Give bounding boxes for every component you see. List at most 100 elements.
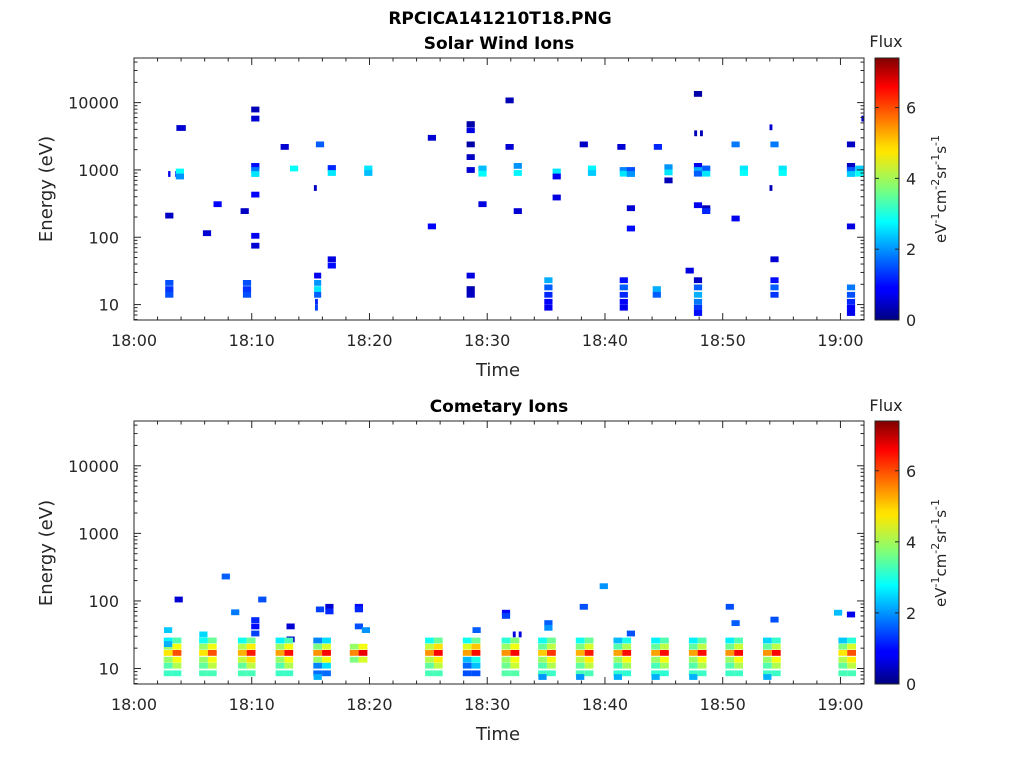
flux-cell [174,596,183,603]
flux-cell [838,637,848,644]
x-tick-label: 18:30 [464,695,510,714]
flux-cell [651,643,660,650]
flux-cell [471,637,481,644]
colorbar-label-exp4: -1 [929,135,942,146]
flux-cell [176,125,186,131]
colorbar-label: eV-1cm-2sr-1s-1 [929,135,950,243]
flux-cell [575,643,585,650]
flux-cell [242,291,252,298]
flux-cell [290,165,299,172]
flux-cell [175,168,184,175]
flux-cell [770,291,779,298]
flux-cell [619,277,628,284]
flux-cell [322,656,331,663]
flux-cell [313,650,323,656]
x-tick-label: 18:50 [700,331,746,350]
flux-cell [175,173,184,180]
x-tick-label: 18:00 [111,331,157,350]
flux-cell [693,291,703,298]
flux-cell [471,670,481,677]
flux-cell [770,616,779,623]
flux-cell [538,643,547,650]
flux-cell [547,643,556,650]
flux-cell [510,670,520,677]
flux-cell [547,662,556,669]
x-tick-label: 18:10 [229,695,275,714]
flux-cell [164,641,173,647]
flux-cell [313,674,322,680]
flux-cell [251,623,260,630]
flux-cell [653,144,662,150]
flux-cell [763,650,772,656]
flux-cell [327,170,336,176]
flux-cell [579,141,588,148]
flux-cell [284,637,294,644]
colorbar-ticks: 0 2 4 6 [875,99,916,330]
flux-cell [651,670,660,677]
flux-cell [693,298,703,305]
colorbar [874,57,900,321]
y-tick-label: 10 [99,660,119,679]
flux-cell [855,165,864,172]
flux-cell [510,656,520,663]
flux-cell [237,643,247,650]
flux-cell [619,291,628,298]
flux-cell [725,650,735,656]
colorbar-label-exp3: -1 [929,154,942,165]
flux-cell [165,280,174,286]
colorbar-title: Flux [869,396,902,415]
flux-cell [651,674,660,680]
flux-cell [313,185,317,191]
flux-cell [769,124,773,131]
flux-cell [584,662,594,669]
flux-cell [771,656,781,663]
flux-cell [544,284,553,291]
flux-cell [693,304,703,311]
colorbar-tick-label: 0 [906,311,916,330]
flux-cell [544,277,553,284]
flux-cell [847,662,856,669]
flux-cell [697,662,707,669]
flux-cell [501,613,511,619]
flux-cell [433,643,443,650]
flux-cell [838,643,848,650]
flux-cell [221,573,230,580]
colorbar-tick-label: 4 [906,169,916,188]
flux-cell [275,670,285,677]
flux-cell [315,141,325,148]
panel-title: Cometary Ions [430,397,569,417]
flux-cell [163,670,173,677]
flux-cell [501,656,511,663]
flux-cell [163,662,173,669]
flux-cell [734,656,743,663]
flux-cell [651,650,660,656]
flux-cell [237,650,247,656]
flux-cell [251,163,260,169]
flux-cell [315,298,318,305]
flux-cell [626,225,635,232]
flux-cell [575,662,585,669]
flux-cell [763,670,772,677]
flux-cell [544,298,553,305]
flux-cell [275,643,285,650]
flux-cell [734,650,743,656]
flux-cell [579,603,588,610]
flux-cell [702,170,711,177]
flux-cell [544,291,553,298]
flux-cell [725,643,735,650]
flux-cell [688,650,698,656]
y-axis-label: Energy (eV) [36,500,57,606]
flux-cell [425,643,434,650]
flux-cell [739,165,748,172]
spectrogram-cells [165,91,865,316]
flux-cell [462,670,472,677]
flux-cell [846,310,856,316]
flux-cell [313,656,323,663]
flux-cell [576,674,585,680]
flux-cell [613,656,623,663]
flux-cell [199,650,208,656]
flux-cell [734,662,743,669]
flux-cell [689,674,698,680]
flux-cell [584,670,594,677]
flux-cell [471,656,481,663]
